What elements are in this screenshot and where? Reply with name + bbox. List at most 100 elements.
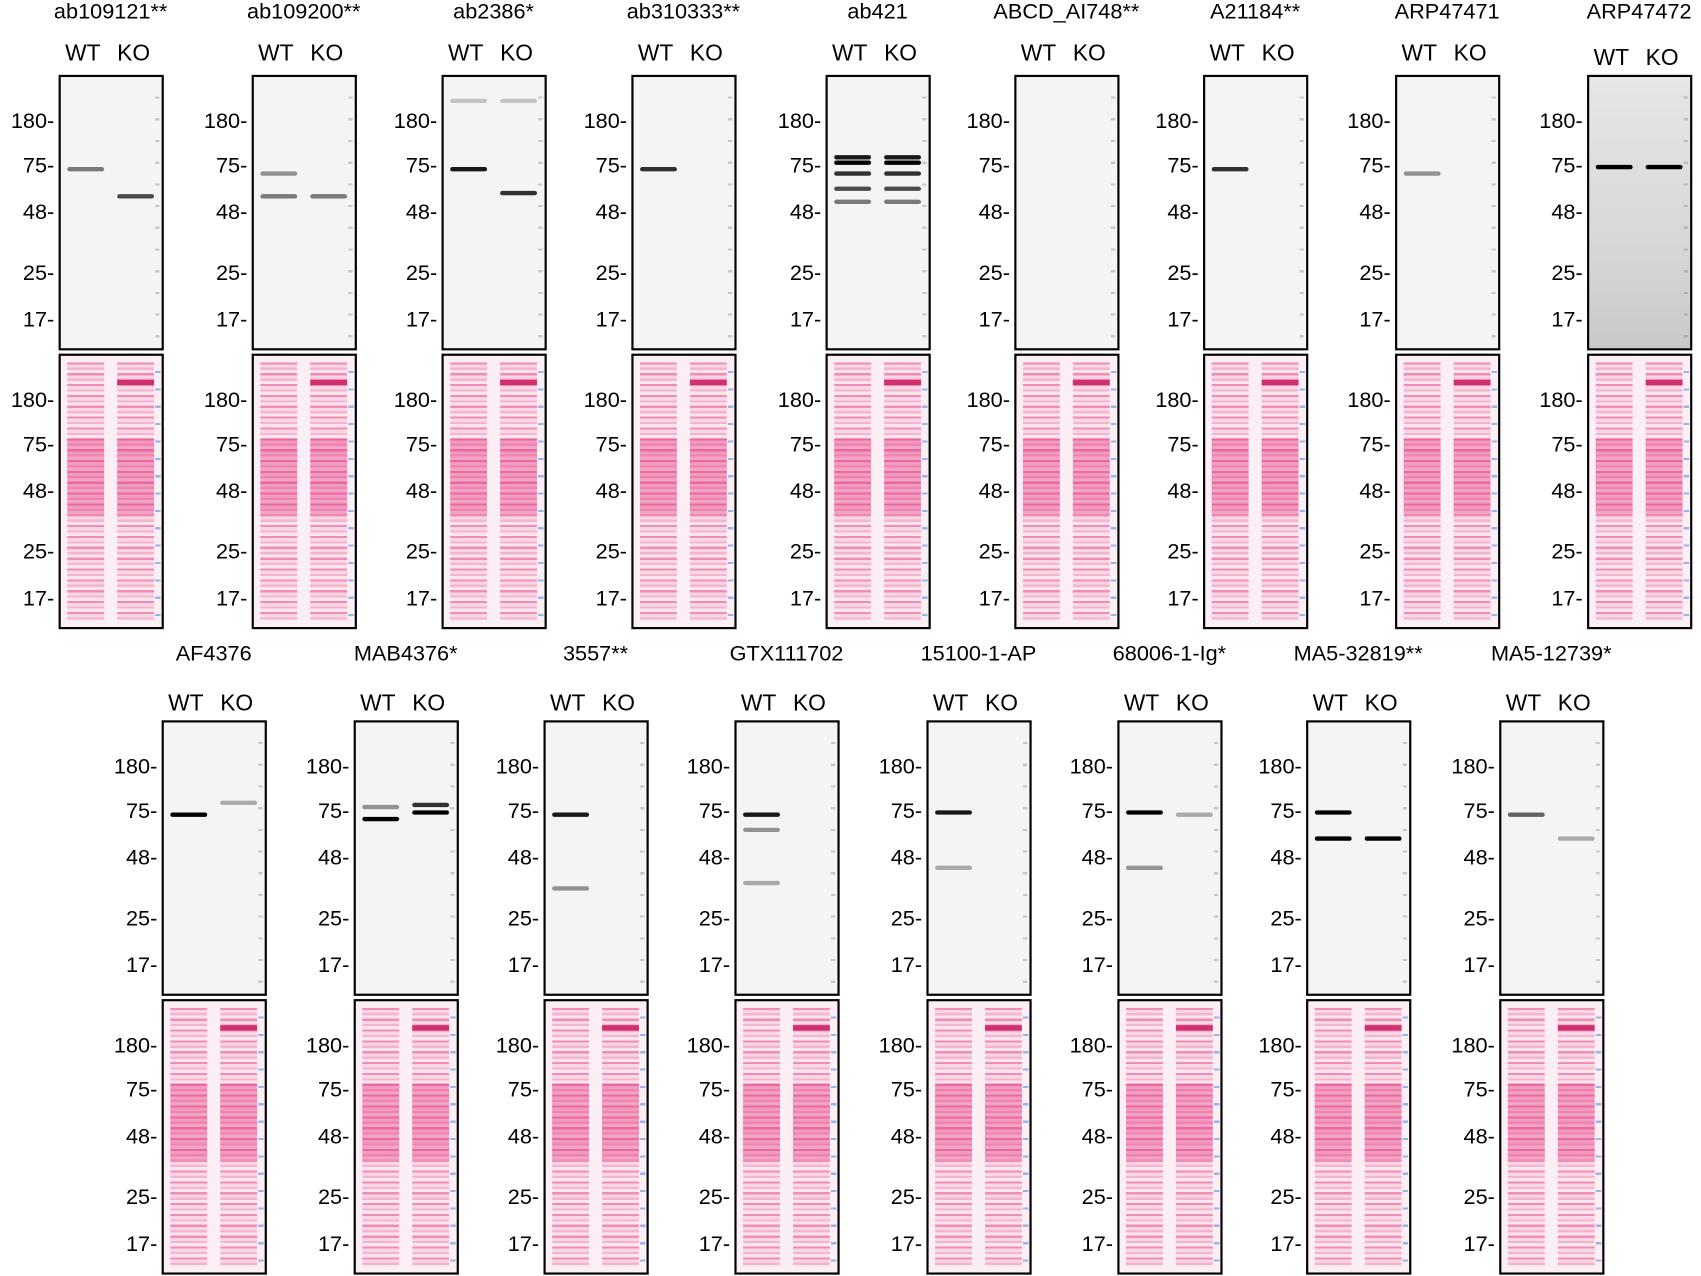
lane-label-wt: WT (932, 691, 969, 716)
ponceau-marker-180: 180- (1155, 388, 1199, 413)
ponceau-marker-25: 25- (317, 1185, 350, 1210)
protein-band (362, 816, 400, 822)
ponceau-marker-17: 17- (1270, 1232, 1302, 1257)
blot-marker-180: 180- (1451, 755, 1495, 779)
ponceau-marker-75: 75- (22, 432, 55, 457)
antibody-name: ab109121** (53, 0, 168, 24)
ponceau-marker-180: 180- (1451, 1033, 1495, 1058)
ponceau-marker-25: 25- (507, 1185, 540, 1210)
protein-band (935, 865, 972, 870)
ponceau-lane-ko (220, 1007, 258, 1266)
antibody-name: A21184** (1210, 0, 1301, 24)
antibody-name: 68006-1-Ig* (1112, 642, 1227, 667)
ponceau-marker-25: 25- (595, 540, 628, 565)
ponceau-marker-75: 75- (698, 1078, 731, 1103)
ponceau-lane-wt (743, 1007, 780, 1266)
ponceau-marker-48: 48- (1167, 479, 1199, 504)
ponceau-lane-wt (1403, 362, 1441, 621)
blot-marker-25: 25- (698, 906, 731, 931)
western-blot-image (1306, 720, 1412, 996)
ponceau-marker-25: 25- (22, 540, 55, 565)
ladder-lane (1491, 77, 1496, 349)
ladder-lane (830, 722, 836, 994)
blot-marker-75: 75- (1270, 799, 1302, 824)
blot-marker-180: 180- (966, 109, 1010, 134)
protein-band (310, 193, 348, 199)
ponceau-lane-ko (984, 1007, 1022, 1266)
protein-band (1557, 835, 1595, 841)
western-blot-image (251, 74, 357, 351)
ladder-lane (1110, 77, 1116, 349)
antibody-name: MAB4376* (353, 642, 458, 667)
protein-band (500, 98, 537, 104)
protein-band (884, 199, 921, 204)
blot-marker-75: 75- (978, 154, 1010, 178)
blot-marker-180: 180- (495, 755, 540, 779)
blot-marker-180: 180- (1539, 109, 1583, 134)
protein-band (1211, 167, 1249, 172)
blot-marker-48: 48- (317, 846, 350, 871)
ponceau-marker-75: 75- (789, 432, 822, 457)
ponceau-stain-image (161, 999, 267, 1275)
western-blot-image (926, 720, 1032, 996)
western-blot-image (1117, 720, 1223, 996)
protein-band (412, 810, 450, 815)
protein-band (412, 803, 450, 808)
antibody-name: ARP47472 (1586, 0, 1692, 24)
ponceau-marker-17: 17- (125, 1232, 158, 1257)
lane-label-wt: WT (448, 41, 484, 67)
protein-band (884, 171, 921, 176)
blot-marker-180: 180- (1069, 755, 1114, 779)
protein-band (450, 167, 488, 172)
ponceau-marker-48: 48- (1359, 479, 1391, 504)
blot-marker-25: 25- (1463, 906, 1495, 931)
lane-label-wt: WT (1312, 691, 1349, 716)
blot-marker-17: 17- (1167, 308, 1199, 332)
ladder-lane (727, 77, 733, 349)
blot-marker-48: 48- (595, 200, 628, 225)
blot-marker-180: 180- (1155, 109, 1199, 134)
blot-marker-25: 25- (1359, 261, 1391, 286)
ponceau-marker-25: 25- (1270, 1185, 1302, 1210)
ponceau-top-band (602, 1025, 639, 1031)
ponceau-top-band (689, 379, 727, 386)
ponceau-ladder (258, 1001, 264, 1273)
blot-marker-25: 25- (890, 906, 923, 931)
blot-marker-25: 25- (405, 261, 438, 286)
blot-marker-48: 48- (1270, 846, 1302, 871)
ponceau-marker-17: 17- (1081, 1232, 1114, 1257)
protein-band (743, 880, 780, 886)
blot-marker-25: 25- (507, 906, 540, 931)
ponceau-lane-ko (500, 362, 537, 621)
ponceau-marker-180: 180- (878, 1033, 923, 1058)
ponceau-marker-180: 180- (966, 388, 1010, 413)
antibody-name: AF4376 (175, 642, 252, 667)
protein-band (884, 155, 921, 160)
ponceau-lane-ko (1453, 362, 1491, 621)
ponceau-ladder (1213, 1001, 1220, 1273)
lane-label-ko: KO (500, 41, 534, 67)
blot-marker-48: 48- (1359, 200, 1391, 225)
ponceau-ladder (1595, 1001, 1602, 1273)
ladder-lane (640, 722, 645, 994)
ponceau-lane-wt (1314, 1007, 1352, 1266)
antibody-name: GTX111702 (729, 642, 844, 667)
blot-marker-25: 25- (125, 906, 158, 931)
ponceau-marker-17: 17- (22, 586, 55, 611)
ponceau-lane-wt (67, 362, 105, 621)
lane-label-wt: WT (1505, 691, 1542, 716)
ponceau-marker-180: 180- (393, 388, 438, 413)
blot-marker-48: 48- (698, 846, 731, 871)
ponceau-lane-ko (412, 1007, 450, 1266)
blot-marker-17: 17- (890, 953, 923, 978)
ponceau-lane-wt (362, 1007, 400, 1266)
blot-marker-75: 75- (698, 799, 731, 824)
ponceau-lane-ko (1175, 1007, 1213, 1266)
antibody-name: ab421 (847, 0, 908, 24)
protein-band (834, 186, 872, 192)
blot-marker-25: 25- (1081, 906, 1114, 931)
ponceau-stain-image (1117, 999, 1223, 1275)
antibody-name: 3557** (562, 642, 629, 667)
blot-marker-17: 17- (698, 953, 731, 978)
